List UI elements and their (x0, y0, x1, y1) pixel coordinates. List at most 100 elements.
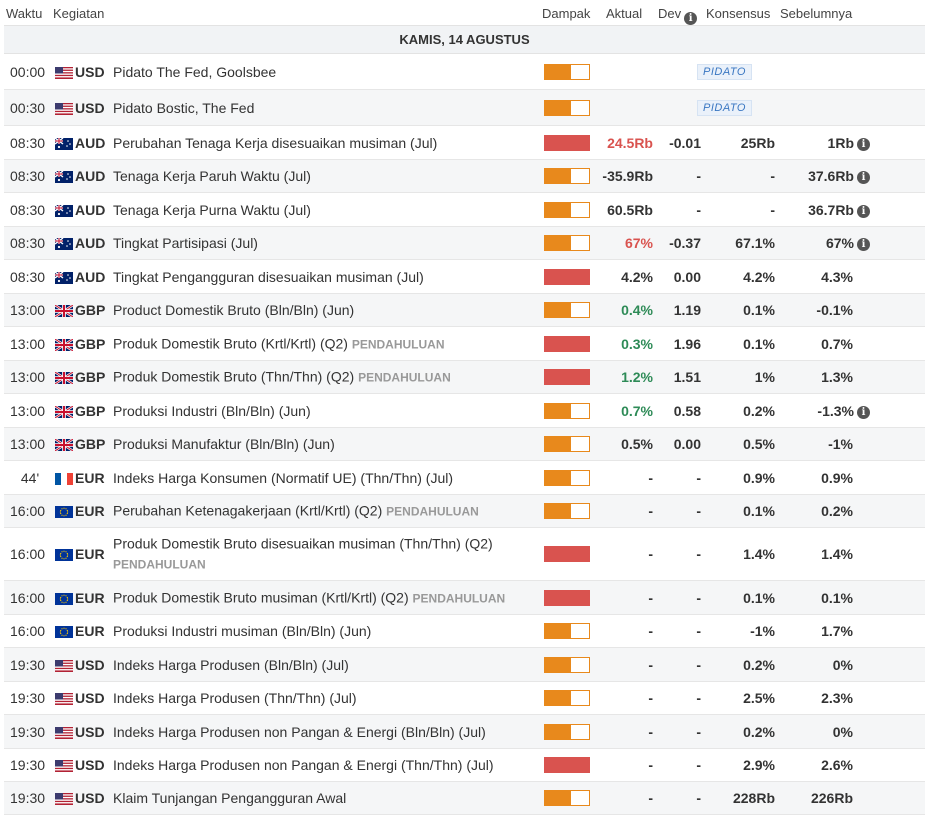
event-time: 16:00 (10, 503, 46, 519)
event-name[interactable]: Pidato The Fed, Goolsbee (113, 62, 538, 82)
table-row[interactable]: 08:30 AUD Tenaga Kerja Purna Waktu (Jul) 60… (4, 193, 925, 227)
event-title[interactable]: Indeks Harga Konsumen (Normatif UE) (Thn… (113, 469, 453, 486)
table-row[interactable]: 16:00 EUR Produksi Industri musiman (Bln/B… (4, 615, 925, 648)
impact-fill (545, 691, 572, 705)
event-title[interactable]: Pidato Bostic, The Fed (113, 99, 255, 116)
table-row[interactable]: 44' EUR Indeks Harga Konsumen (Normatif UE… (4, 461, 925, 495)
table-row[interactable]: 19:30 USD Indeks Harga Produsen non Pangan… (4, 715, 925, 749)
event-name[interactable]: Product Domestik Bruto (Bln/Bln) (Jun) (113, 300, 538, 320)
au-flag-icon (54, 203, 73, 217)
table-row[interactable]: 19:30 USD Indeks Harga Produsen (Thn/Thn) … (4, 682, 925, 715)
eu-flag-icon (55, 592, 73, 605)
event-name[interactable]: Produk Domestik Bruto musiman (Krtl/Krtl… (113, 587, 538, 608)
table-row[interactable]: 13:00 GBP Produk Domestik Bruto (Thn/Thn) … (4, 361, 925, 394)
info-icon[interactable]: i (857, 238, 870, 251)
au-flag-icon (54, 136, 73, 150)
event-title[interactable]: Indeks Harga Produsen (Bln/Bln) (Jul) (113, 656, 349, 673)
table-row[interactable]: 16:00 EUR Perubahan Ketenagakerjaan (Krtl/… (4, 495, 925, 528)
table-row[interactable]: 13:00 GBP Product Domestik Bruto (Bln/Bln)… (4, 294, 925, 327)
event-name[interactable]: Indeks Harga Produsen (Bln/Bln) (Jul) (113, 655, 538, 675)
event-title[interactable]: Indeks Harga Produsen (Thn/Thn) (Jul) (113, 690, 357, 706)
event-title[interactable]: Product Domestik Bruto (Bln/Bln) (Jun) (113, 302, 355, 318)
previous-text: 2.6% (821, 757, 853, 773)
table-row[interactable]: 08:30 AUD Tenaga Kerja Paruh Waktu (Jul) -3… (4, 160, 925, 193)
table-row[interactable]: 08:30 AUD Perubahan Tenaga Kerja disesuaik… (4, 126, 925, 160)
event-name[interactable]: Perubahan Ketenagakerjaan (Krtl/Krtl) (Q… (113, 501, 538, 522)
event-title[interactable]: Klaim Tunjangan Pengangguran Awal (113, 790, 347, 806)
event-name[interactable]: Perubahan Tenaga Kerja disesuaikan musim… (113, 133, 538, 153)
event-name[interactable]: Indeks Harga Produsen non Pangan & Energ… (113, 722, 538, 742)
table-row[interactable]: 08:30 AUD Tingkat Pengangguran disesuaikan… (4, 260, 925, 294)
table-row[interactable]: 19:30 USD Indeks Harga Produsen (Bln/Bln) … (4, 648, 925, 682)
previous-text: 0.2% (821, 503, 853, 519)
table-row[interactable]: 00:30 USD Pidato Bostic, The Fed PIDATO (4, 90, 925, 126)
event-name[interactable]: Produk Domestik Bruto disesuaikan musima… (113, 534, 538, 575)
header-impact[interactable]: Dampak (542, 6, 591, 21)
event-title[interactable]: Pidato The Fed, Goolsbee (113, 63, 277, 80)
event-title[interactable]: Tenaga Kerja Purna Waktu (Jul) (113, 201, 311, 218)
consensus-value: -1% (750, 623, 775, 639)
info-icon[interactable]: i (857, 204, 870, 218)
event-title[interactable]: Tingkat Pengangguran disesuaikan musiman… (113, 268, 424, 285)
event-name[interactable]: Produk Domestik Bruto (Krtl/Krtl) (Q2) P… (113, 333, 538, 354)
event-name[interactable]: Tenaga Kerja Paruh Waktu (Jul) (113, 166, 538, 186)
table-row[interactable]: 19:30 USD Indeks Harga Produsen non Pangan… (4, 749, 925, 782)
speech-badge[interactable]: PIDATO (697, 63, 752, 80)
event-title[interactable]: Produk Domestik Bruto disesuaikan musima… (113, 535, 493, 552)
actual-value: - (648, 656, 653, 673)
event-title[interactable]: Indeks Harga Produsen non Pangan & Energ… (113, 723, 486, 740)
event-title[interactable]: Produksi Industri musiman (Bln/Bln) (Jun… (113, 623, 372, 639)
header-consensus[interactable]: Konsensus (706, 6, 771, 21)
header-actual[interactable]: Aktual (606, 6, 643, 21)
event-name[interactable]: Pidato Bostic, The Fed (113, 98, 538, 118)
previous-text: 0.9% (821, 469, 853, 486)
event-title[interactable]: Perubahan Ketenagakerjaan (Krtl/Krtl) (Q… (113, 502, 383, 519)
info-icon[interactable]: i (684, 12, 698, 25)
info-icon[interactable]: i (857, 137, 870, 151)
event-time: 19:30 (10, 656, 46, 673)
event-name[interactable]: Indeks Harga Produsen (Thn/Thn) (Jul) (113, 688, 538, 708)
event-name[interactable]: Tenaga Kerja Purna Waktu (Jul) (113, 200, 538, 220)
table-row[interactable]: 16:00 EUR Produk Domestik Bruto disesuaika… (4, 528, 925, 581)
header-previous[interactable]: Sebelumnya (780, 6, 853, 21)
event-title[interactable]: Produk Domestik Bruto (Thn/Thn) (Q2) (113, 368, 355, 385)
event-name[interactable]: Tingkat Pengangguran disesuaikan musiman… (113, 267, 538, 287)
header-time[interactable]: Waktu (6, 6, 43, 21)
table-row[interactable]: 13:00 GBP Produksi Manufaktur (Bln/Bln) (J… (4, 428, 925, 461)
header-event[interactable]: Kegiatan (53, 6, 105, 21)
table-row[interactable]: 08:30 AUD Tingkat Partisipasi (Jul) 67% -0.3… (4, 227, 925, 260)
event-name[interactable]: Indeks Harga Produsen non Pangan & Energ… (113, 755, 538, 775)
impact-bar (544, 63, 590, 80)
event-title[interactable]: Perubahan Tenaga Kerja disesuaikan musim… (113, 134, 438, 151)
event-title[interactable]: Produksi Industri (Bln/Bln) (Jun) (113, 402, 311, 419)
event-title[interactable]: Indeks Harga Produsen non Pangan & Energ… (113, 757, 494, 773)
previous-value: 36.7Rb i (808, 202, 870, 218)
table-row[interactable]: 19:30 USD Klaim Tunjangan Pengangguran Awa… (4, 782, 925, 815)
event-title[interactable]: Tenaga Kerja Paruh Waktu (Jul) (113, 168, 311, 184)
previous-text: 1.7% (821, 623, 853, 639)
event-name[interactable]: Tingkat Partisipasi (Jul) (113, 233, 538, 253)
deviation-value: - (696, 757, 701, 773)
table-row[interactable]: 16:00 EUR Produk Domestik Bruto musiman (K… (4, 581, 925, 615)
consensus-value: 1.4% (743, 546, 775, 562)
event-title[interactable]: Produk Domestik Bruto musiman (Krtl/Krtl… (113, 589, 409, 605)
event-name[interactable]: Produksi Industri (Bln/Bln) (Jun) (113, 401, 538, 421)
table-row[interactable]: 13:00 GBP Produk Domestik Bruto (Krtl/Krtl… (4, 327, 925, 361)
event-name[interactable]: Produksi Industri musiman (Bln/Bln) (Jun… (113, 621, 538, 641)
event-title[interactable]: Tingkat Partisipasi (Jul) (113, 235, 258, 251)
speech-badge[interactable]: PIDATO (697, 99, 752, 116)
info-icon[interactable]: i (857, 405, 870, 419)
event-name[interactable]: Produksi Manufaktur (Bln/Bln) (Jun) (113, 434, 538, 454)
event-title[interactable]: Produk Domestik Bruto (Krtl/Krtl) (Q2) (113, 335, 348, 351)
table-row[interactable]: 13:00 GBP Produksi Industri (Bln/Bln) (Jun… (4, 394, 925, 428)
event-title[interactable]: Produksi Manufaktur (Bln/Bln) (Jun) (113, 436, 335, 452)
table-row[interactable]: 00:00 USD Pidato The Fed, Goolsbee PIDATO (4, 54, 925, 90)
event-name[interactable]: Produk Domestik Bruto (Thn/Thn) (Q2) PEN… (113, 367, 538, 388)
header-dev[interactable]: Dev i (658, 6, 698, 25)
event-name[interactable]: Klaim Tunjangan Pengangguran Awal (113, 788, 538, 808)
deviation-value: - (696, 589, 701, 606)
event-name[interactable]: Indeks Harga Konsumen (Normatif UE) (Thn… (113, 468, 538, 488)
previous-text: -0.1% (816, 302, 853, 318)
info-icon[interactable]: i (857, 171, 870, 184)
event-time: 13:00 (10, 369, 46, 385)
